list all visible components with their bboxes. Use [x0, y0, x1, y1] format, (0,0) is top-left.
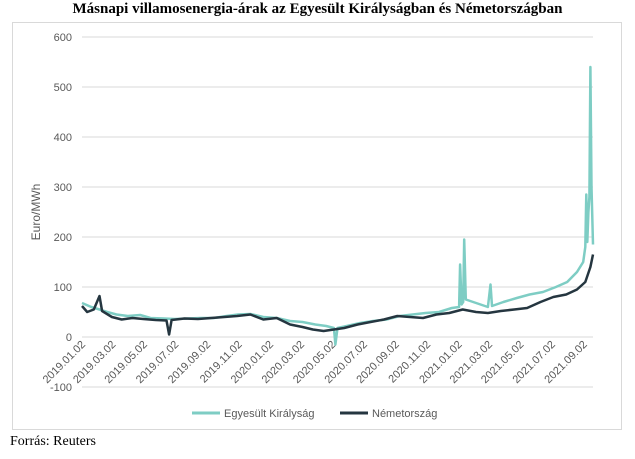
legend-label: Németország	[372, 408, 437, 420]
y-axis-label: Euro/MWh	[29, 184, 43, 241]
legend-label: Egyesült Királyság	[224, 408, 315, 420]
y-tick-label: 0	[66, 332, 72, 344]
y-tick-label: 500	[54, 82, 72, 94]
y-tick-label: 100	[54, 282, 72, 294]
y-tick-label: -100	[50, 382, 72, 394]
source-note: Forrás: Reuters	[10, 434, 96, 449]
y-tick-label: 300	[54, 182, 72, 194]
chart-title: Másnapi villamosenergia-árak az Egyesült…	[72, 1, 563, 17]
series-line-2	[81, 254, 595, 336]
y-tick-label: 600	[54, 32, 72, 44]
chart-frame	[12, 22, 622, 430]
y-tick-label: 400	[54, 132, 72, 144]
y-tick-label: 200	[54, 232, 72, 244]
series-line-1	[81, 65, 595, 346]
